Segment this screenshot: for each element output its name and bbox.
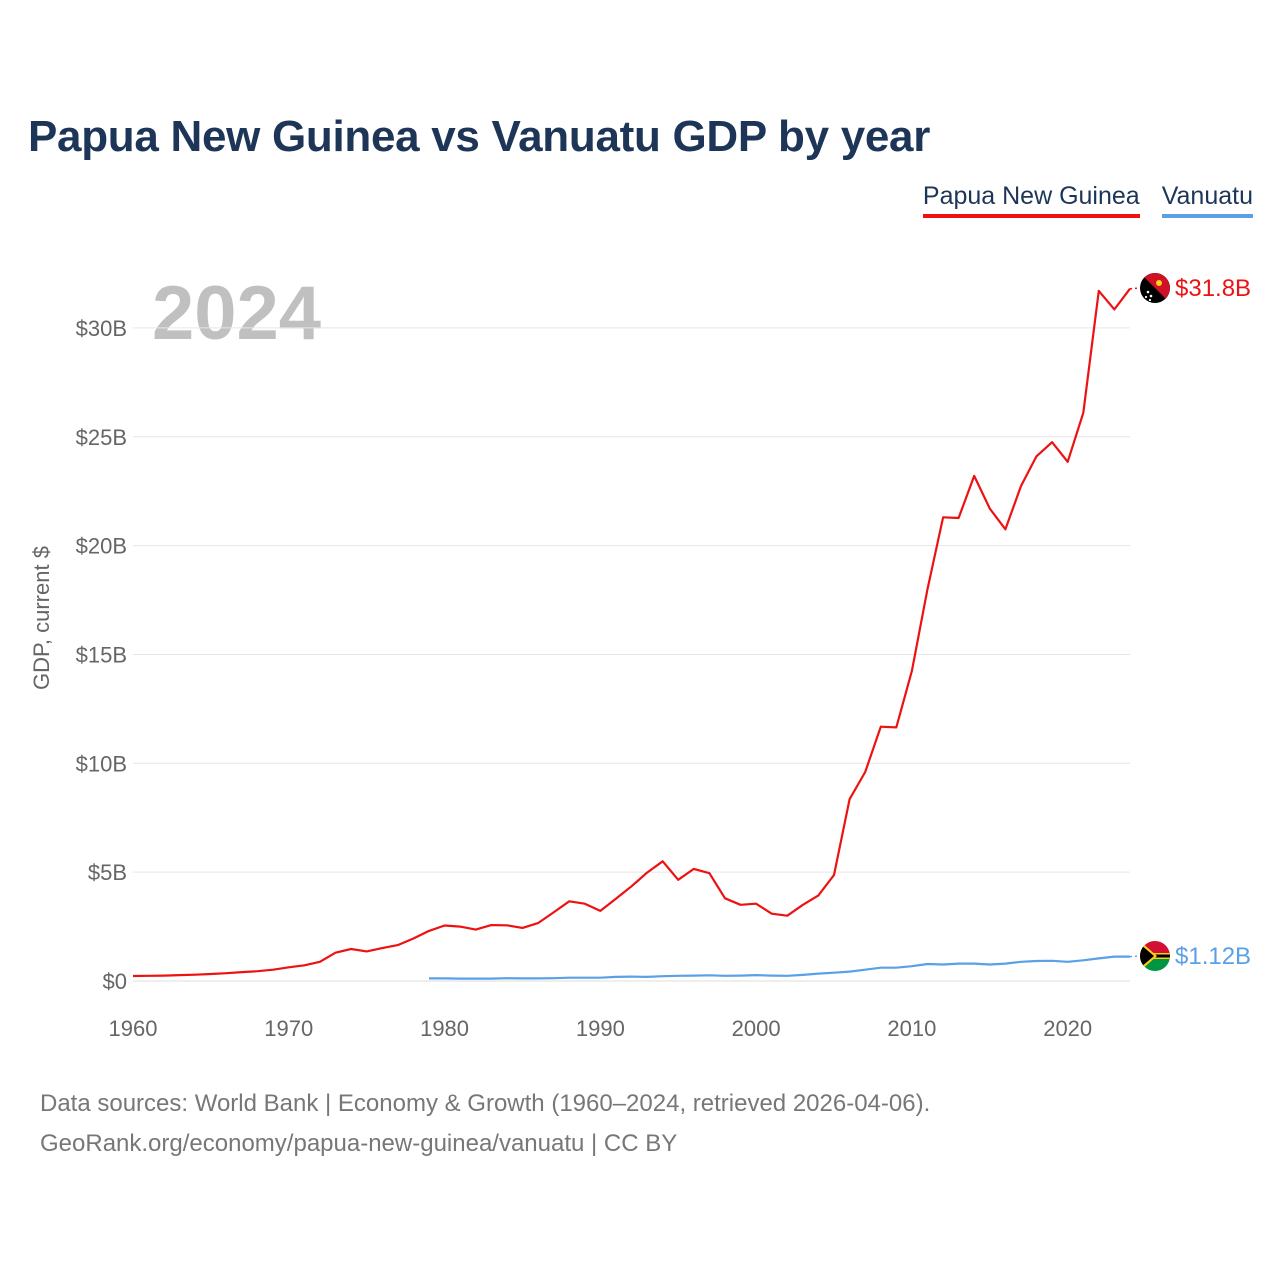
gridlines (133, 327, 1130, 873)
y-axis-ticks: $0 $5B $10B $15B $20B $25B $30B (76, 316, 127, 994)
papua-new-guinea-flag-icon (1140, 273, 1170, 303)
y-tick-label: $30B (76, 316, 127, 341)
legend-item-vanuatu[interactable]: Vanuatu (1161, 182, 1253, 218)
x-tick-label: 1970 (264, 1016, 313, 1041)
source-line-2[interactable]: GeoRank.org/economy/papua-new-guinea/van… (40, 1130, 678, 1157)
x-tick-label: 1960 (109, 1016, 158, 1041)
y-tick-label: $25B (76, 425, 127, 450)
end-value-label: $31.8B (1175, 275, 1251, 302)
vanuatu-flag-icon (1140, 941, 1170, 971)
end-markers: $31.8B $1.12B (1129, 273, 1251, 971)
series-line-papua-new-guinea[interactable] (132, 288, 1131, 978)
y-tick-label: $10B (76, 751, 127, 776)
y-tick-label: $5B (88, 860, 127, 885)
series-line-vanuatu[interactable] (429, 955, 1130, 980)
source-note: Data sources: World Bank | Economy & Gro… (40, 1084, 930, 1164)
y-tick-label: $20B (76, 534, 127, 559)
end-value-label: $1.12B (1175, 943, 1251, 970)
source-line-1: Data sources: World Bank | Economy & Gro… (40, 1090, 931, 1117)
y-tick-label: $15B (76, 642, 127, 667)
end-connector (1129, 287, 1141, 290)
x-tick-label: 2020 (1043, 1016, 1092, 1041)
y-tick-label: $0 (103, 969, 127, 994)
series-lines (132, 288, 1131, 980)
end-connector (1129, 955, 1141, 958)
x-axis-ticks: 1960 1970 1980 1990 2000 2010 2020 (109, 1016, 1093, 1041)
legend: Papua New Guinea Vanuatu (922, 182, 1253, 218)
chart-title: Papua New Guinea vs Vanuatu GDP by year (28, 112, 931, 161)
x-tick-label: 2010 (887, 1016, 936, 1041)
x-tick-label: 2000 (732, 1016, 781, 1041)
current-year-label: 2024 (152, 271, 322, 356)
x-tick-label: 1980 (420, 1016, 469, 1041)
x-tick-label: 1990 (576, 1016, 625, 1041)
legend-item-papua-new-guinea[interactable]: Papua New Guinea (922, 182, 1140, 218)
